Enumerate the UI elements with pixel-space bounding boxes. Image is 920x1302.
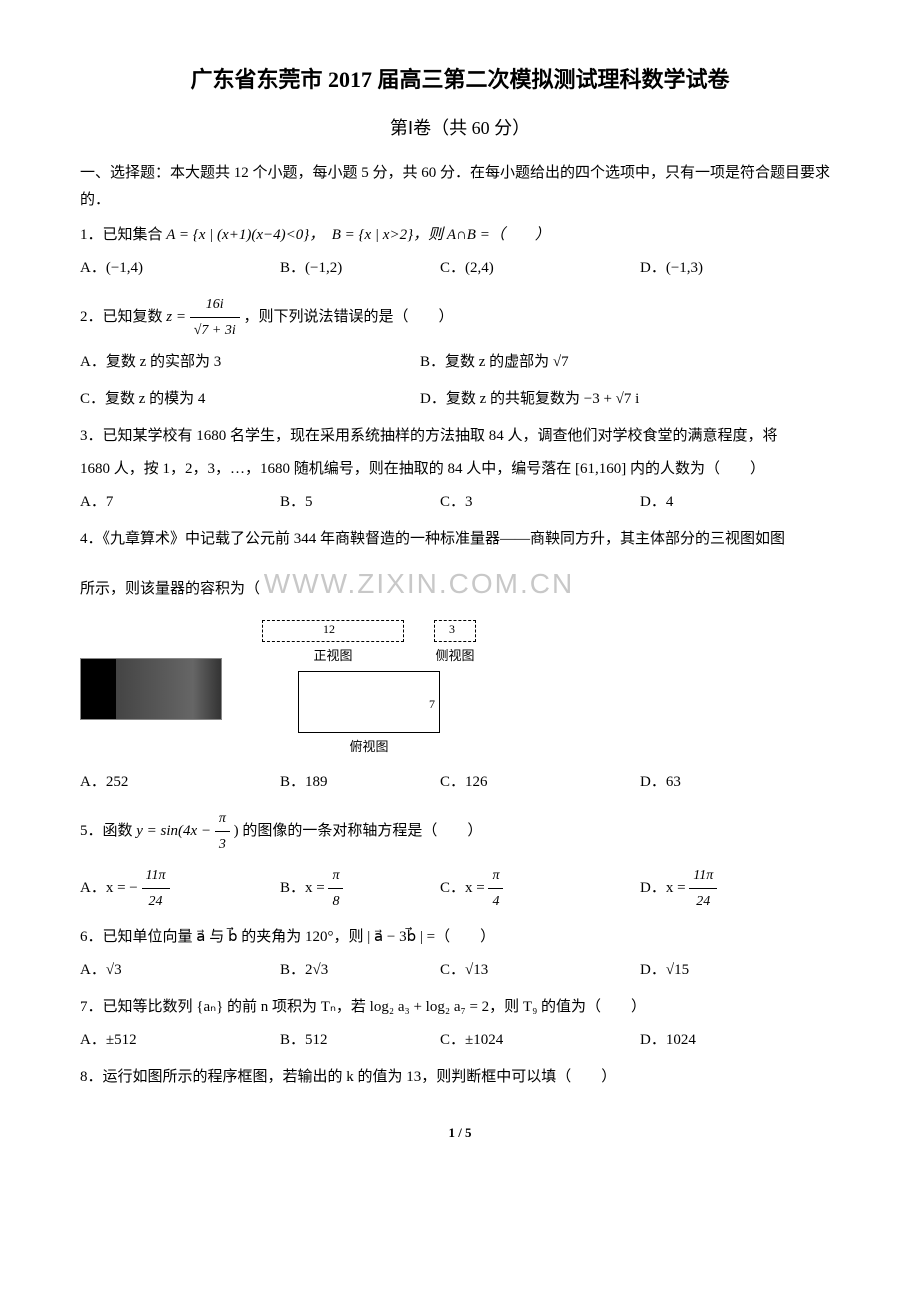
- section-instructions: 一、选择题：本大题共 12 个小题，每小题 5 分，共 60 分．在每小题给出的…: [80, 160, 840, 214]
- q2-option-b: B．复数 z 的虚部为 √7: [420, 349, 569, 376]
- q4-option-a: A．252: [80, 769, 280, 796]
- page-number: 1 / 5: [80, 1121, 840, 1144]
- q7-option-c: C．±1024: [440, 1027, 640, 1054]
- q2-options-row1: A．复数 z 的实部为 3 B．复数 z 的虚部为 √7: [80, 349, 840, 376]
- q6-option-b: B．2√3: [280, 957, 440, 984]
- q1-option-d: D．(−1,3): [640, 255, 800, 282]
- q2-option-c: C．复数 z 的模为 4: [80, 386, 420, 413]
- q3-options: A．7 B．5 C．3 D．4: [80, 489, 840, 516]
- q4-option-c: C．126: [440, 769, 640, 796]
- q5-frac-num: π: [215, 806, 230, 832]
- exam-title: 广东省东莞市 2017 届高三第二次模拟测试理科数学试卷: [80, 60, 840, 100]
- watermark-text: WWW.ZIXIN.COM.CN: [264, 568, 574, 599]
- q2-frac-den: √7 + 3i: [190, 318, 240, 343]
- q4-figure: 12 正视图 3 侧视图 7 俯视图: [80, 620, 840, 759]
- q2-fraction: 16i √7 + 3i: [190, 292, 240, 343]
- q5-options: A．x = − 11π 24 B．x = π 8 C．x = π 4 D．x =…: [80, 863, 840, 914]
- top-view-box: 7: [298, 671, 440, 733]
- q2-stem-post: ，则下列说法错误的是（ ）: [244, 309, 454, 325]
- q5-c-frac: π 4: [488, 863, 503, 914]
- q3-option-a: A．7: [80, 489, 280, 516]
- question-4-line1: 4．《九章算术》中记载了公元前 344 年商鞅督造的一种标准量器——商鞅同方升，…: [80, 526, 840, 553]
- q5-stem-pre: 5．函数: [80, 823, 136, 839]
- dim-12: 12: [323, 619, 335, 641]
- three-views: 12 正视图 3 侧视图 7 俯视图: [262, 620, 476, 759]
- front-view-box: 12: [262, 620, 404, 642]
- q5-frac: π 3: [215, 806, 230, 857]
- q5-b-frac: π 8: [328, 863, 343, 914]
- q7-option-d: D．1024: [640, 1027, 800, 1054]
- question-2: 2．已知复数 z = 16i √7 + 3i ，则下列说法错误的是（ ）: [80, 292, 840, 343]
- q5-b-num: π: [328, 863, 343, 889]
- q5-c-num: π: [488, 863, 503, 889]
- dim-3: 3: [449, 619, 455, 641]
- q7-option-a: A．±512: [80, 1027, 280, 1054]
- q2-z-label: z =: [166, 309, 186, 325]
- q1-option-b: B．(−1,2): [280, 255, 440, 282]
- q4-option-b: B．189: [280, 769, 440, 796]
- front-view-group: 12 正视图: [262, 620, 404, 667]
- top-view-group: 7 俯视图: [298, 671, 440, 758]
- side-view-group: 3 侧视图: [434, 620, 476, 667]
- question-3-line1: 3．已知某学校有 1680 名学生，现在采用系统抽样的方法抽取 84 人，调查他…: [80, 423, 840, 450]
- q5-stem-post: ) 的图像的一条对称轴方程是（ ）: [234, 823, 483, 839]
- question-7: 7．已知等比数列 {aₙ} 的前 n 项积为 Tₙ，若 log₂ a₃ + lo…: [80, 994, 840, 1021]
- q1-stem-pre: 1．已知集合: [80, 227, 166, 243]
- q4-line2-pre: 所示，则该量器的容积为（: [80, 581, 260, 597]
- q2-stem-pre: 2．已知复数: [80, 309, 166, 325]
- q5-c-pre: C．x =: [440, 880, 488, 896]
- q5-frac-den: 3: [215, 832, 230, 857]
- q2-frac-num: 16i: [190, 292, 240, 318]
- q5-a-frac: 11π 24: [142, 863, 170, 914]
- front-view-label: 正视图: [262, 644, 404, 667]
- question-6: 6．已知单位向量 a⃗ 与 b⃗ 的夹角为 120°，则 | a⃗ − 3b⃗ …: [80, 924, 840, 951]
- q5-d-frac: 11π 24: [689, 863, 717, 914]
- q6-option-d: D．√15: [640, 957, 800, 984]
- q2-option-a: A．复数 z 的实部为 3: [80, 349, 420, 376]
- question-5: 5．函数 y = sin(4x − π 3 ) 的图像的一条对称轴方程是（ ）: [80, 806, 840, 857]
- q1-set-expr: A = {x | (x+1)(x−4)<0}， B = {x | x>2}，则 …: [166, 227, 550, 243]
- q1-option-a: A．(−1,4): [80, 255, 280, 282]
- q3-option-c: C．3: [440, 489, 640, 516]
- q7-option-b: B．512: [280, 1027, 440, 1054]
- q1-option-c: C．(2,4): [440, 255, 640, 282]
- q5-a-pre: A．x = −: [80, 880, 138, 896]
- q2-options-row2: C．复数 z 的模为 4 D．复数 z 的共轭复数为 −3 + √7 i: [80, 386, 840, 413]
- q5-option-b: B．x = π 8: [280, 863, 440, 914]
- q5-d-num: 11π: [689, 863, 717, 889]
- q2-option-d: D．复数 z 的共轭复数为 −3 + √7 i: [420, 386, 639, 413]
- q5-a-num: 11π: [142, 863, 170, 889]
- question-4-line2: 所示，则该量器的容积为（ WWW.ZIXIN.COM.CN: [80, 559, 840, 609]
- q5-option-d: D．x = 11π 24: [640, 863, 800, 914]
- q1-options: A．(−1,4) B．(−1,2) C．(2,4) D．(−1,3): [80, 255, 840, 282]
- dim-7: 7: [429, 694, 435, 716]
- q3-option-b: B．5: [280, 489, 440, 516]
- side-view-box: 3: [434, 620, 476, 642]
- q5-option-a: A．x = − 11π 24: [80, 863, 280, 914]
- question-3-line2: 1680 人，按 1，2，3，…，1680 随机编号，则在抽取的 84 人中，编…: [80, 456, 840, 483]
- question-1: 1．已知集合 A = {x | (x+1)(x−4)<0}， B = {x | …: [80, 222, 840, 249]
- views-top-row: 12 正视图 3 侧视图: [262, 620, 476, 667]
- q5-c-den: 4: [488, 889, 503, 914]
- q6-options: A．√3 B．2√3 C．√13 D．√15: [80, 957, 840, 984]
- q5-d-den: 24: [689, 889, 717, 914]
- q5-func: y = sin(4x −: [136, 823, 215, 839]
- q4-options: A．252 B．189 C．126 D．63: [80, 769, 840, 796]
- question-8: 8．运行如图所示的程序框图，若输出的 k 的值为 13，则判断框中可以填（ ）: [80, 1064, 840, 1091]
- q5-option-c: C．x = π 4: [440, 863, 640, 914]
- object-photo: [80, 658, 222, 720]
- q6-option-c: C．√13: [440, 957, 640, 984]
- q5-b-den: 8: [328, 889, 343, 914]
- top-view-label: 俯视图: [298, 735, 440, 758]
- side-view-label: 侧视图: [434, 644, 476, 667]
- exam-subtitle: 第Ⅰ卷（共 60 分）: [80, 112, 840, 144]
- q7-options: A．±512 B．512 C．±1024 D．1024: [80, 1027, 840, 1054]
- q5-d-pre: D．x =: [640, 880, 689, 896]
- q5-a-den: 24: [142, 889, 170, 914]
- q4-option-d: D．63: [640, 769, 800, 796]
- q3-option-d: D．4: [640, 489, 800, 516]
- q5-b-pre: B．x =: [280, 880, 328, 896]
- q6-option-a: A．√3: [80, 957, 280, 984]
